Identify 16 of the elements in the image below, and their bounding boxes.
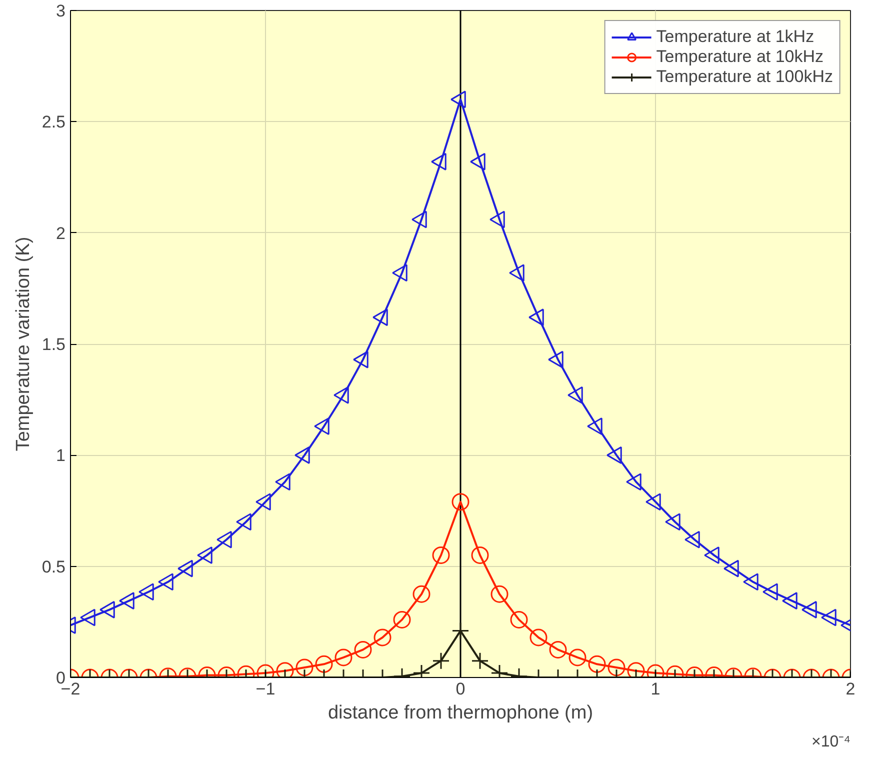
x-axis-title: distance from thermophone (m) (328, 702, 594, 724)
legend-label: Temperature at 1kHz (656, 27, 814, 47)
y-axis-title: Temperature variation (K) (12, 236, 34, 452)
y-tick-label: 3 (56, 2, 66, 20)
y-tick-label: 2.5 (42, 112, 66, 132)
legend-label: Temperature at 10kHz (656, 47, 824, 67)
y-tick-label: 0.5 (42, 557, 66, 576)
x-tick-label: 2 (846, 680, 856, 698)
y-tick-label: 1 (56, 446, 66, 466)
y-tick-label: 1.5 (42, 335, 66, 354)
y-tick-label: 2 (56, 224, 66, 243)
text: ×10⁻⁴ (811, 734, 851, 750)
x-tick-label: 1 (650, 680, 660, 698)
legend-label: Temperature at 100kHz (656, 67, 833, 87)
x-tick-label: 0 (456, 680, 466, 698)
x-tick-label: −1 (256, 680, 276, 698)
